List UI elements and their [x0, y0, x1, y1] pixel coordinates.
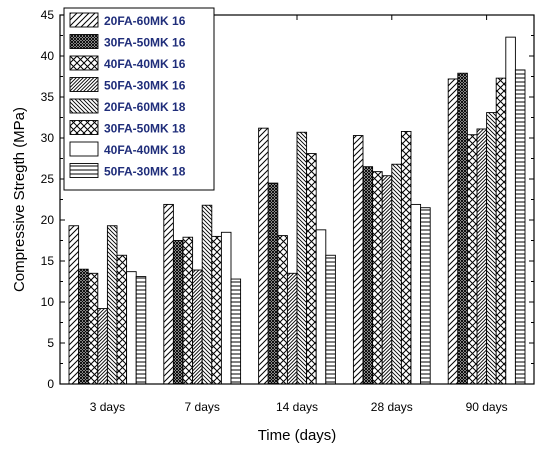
y-tick-label: 25 [41, 172, 55, 186]
bar-20fa-60mk-18-90-days [486, 112, 497, 385]
y-tick-label: 15 [41, 254, 55, 268]
legend-swatch-30fa-50mk-18 [69, 120, 99, 135]
bar-40fa-40mk-16-28-days [372, 171, 383, 385]
legend-label: 30FA-50MK 16 [104, 36, 186, 50]
bar-20fa-60mk-18-28-days [391, 163, 402, 385]
bar-40fa-40mk-16-3-days [87, 272, 99, 385]
y-tick-label: 30 [41, 131, 55, 145]
legend-label: 30FA-50MK 18 [104, 122, 186, 136]
legend-swatch-40fa-40mk-18 [69, 141, 99, 157]
bar-50fa-30mk-16-28-days [381, 175, 393, 385]
bar-30fa-50mk-16-7-days [172, 240, 184, 385]
bar-50fa-30mk-16-14-days [286, 272, 298, 385]
y-tick-label: 20 [41, 213, 55, 227]
y-axis-ticks: 0 5 10 15 20 25 30 35 40 45 [41, 8, 534, 391]
y-tick-label: 5 [47, 336, 54, 350]
x-tick-label: 7 days [185, 400, 220, 414]
bar-40fa-40mk-18-14-days [315, 229, 327, 385]
bar-20fa-60mk-16-28-days [352, 135, 364, 385]
bar-30fa-50mk-18-28-days [400, 130, 412, 385]
bar-30fa-50mk-18-90-days [495, 77, 507, 385]
bar-40fa-40mk-16-90-days [466, 134, 478, 385]
bar-50fa-30mk-16-7-days [192, 269, 203, 385]
bar-30fa-50mk-16-28-days [362, 166, 374, 385]
bar-20fa-60mk-18-3-days [106, 225, 118, 385]
legend-swatch-20fa-60mk-16 [69, 12, 99, 28]
x-tick-label: 90 days [466, 400, 508, 414]
bar-30fa-50mk-18-7-days [211, 235, 222, 385]
bar-40fa-40mk-18-90-days [505, 36, 516, 385]
bar-40fa-40mk-18-3-days [126, 271, 137, 385]
x-tick-label: 14 days [276, 400, 318, 414]
bar-20fa-60mk-18-14-days [296, 131, 308, 385]
x-tick-label: 3 days [90, 400, 125, 414]
bar-30fa-50mk-16-14-days [267, 182, 279, 385]
legend: 20FA-60MK 16 30FA-50MK 16 40FA-40MK 16 50FA… [63, 7, 215, 191]
legend-label: 20FA-60MK 16 [104, 14, 186, 28]
legend-swatch-20fa-60mk-18 [69, 98, 99, 114]
bar-40fa-40mk-16-7-days [182, 236, 194, 385]
legend-label: 20FA-60MK 18 [104, 100, 186, 114]
bar-30fa-50mk-18-14-days [306, 153, 317, 385]
legend-label: 40FA-40MK 18 [104, 143, 186, 157]
bar-50fa-30mk-18-14-days [325, 254, 336, 385]
legend-swatch-50fa-30mk-16 [69, 77, 99, 92]
y-tick-label: 45 [41, 8, 55, 22]
bar-50fa-30mk-18-7-days [230, 278, 242, 385]
plot-frame [59, 14, 535, 385]
legend-swatch-50fa-30mk-18 [69, 163, 99, 178]
bar-20fa-60mk-16-7-days [163, 203, 174, 385]
bar-20fa-60mk-16-14-days [258, 127, 269, 385]
y-tick-label: 35 [41, 90, 55, 104]
bar-40fa-40mk-18-7-days [220, 231, 232, 385]
bar-40fa-40mk-16-14-days [277, 235, 288, 385]
x-axis-title: Time (days) [258, 427, 337, 444]
y-tick-label: 40 [41, 49, 55, 63]
bar-50fa-30mk-16-90-days [476, 128, 488, 385]
x-tick-label: 28 days [371, 400, 413, 414]
x-axis-ticks: 3 days 7 days 14 days 28 days 90 days [90, 15, 508, 414]
bar-50fa-30mk-18-28-days [420, 207, 431, 385]
y-tick-label: 10 [41, 295, 55, 309]
bar-20fa-60mk-16-90-days [447, 78, 459, 385]
bar-50fa-30mk-18-90-days [514, 69, 526, 385]
bars-layer [68, 36, 526, 385]
legend-label: 50FA-30MK 16 [104, 79, 186, 93]
bar-20fa-60mk-16-3-days [68, 225, 80, 385]
legend-swatch-30fa-50mk-16 [69, 34, 99, 49]
bar-20fa-60mk-18-7-days [201, 204, 213, 385]
legend-label: 40FA-40MK 16 [104, 57, 186, 71]
bar-40fa-40mk-18-28-days [410, 203, 422, 385]
legend-label: 50FA-30MK 18 [104, 165, 186, 179]
y-axis-title: Compressive Stregth (MPa) [11, 107, 28, 292]
bar-30fa-50mk-18-3-days [116, 254, 128, 385]
bar-30fa-50mk-16-3-days [78, 268, 89, 385]
bar-50fa-30mk-18-3-days [135, 276, 147, 385]
bar-50fa-30mk-16-3-days [97, 308, 108, 385]
legend-swatch-40fa-40mk-16 [69, 55, 99, 71]
bar-30fa-50mk-16-90-days [457, 72, 468, 385]
y-tick-label: 0 [47, 377, 54, 391]
